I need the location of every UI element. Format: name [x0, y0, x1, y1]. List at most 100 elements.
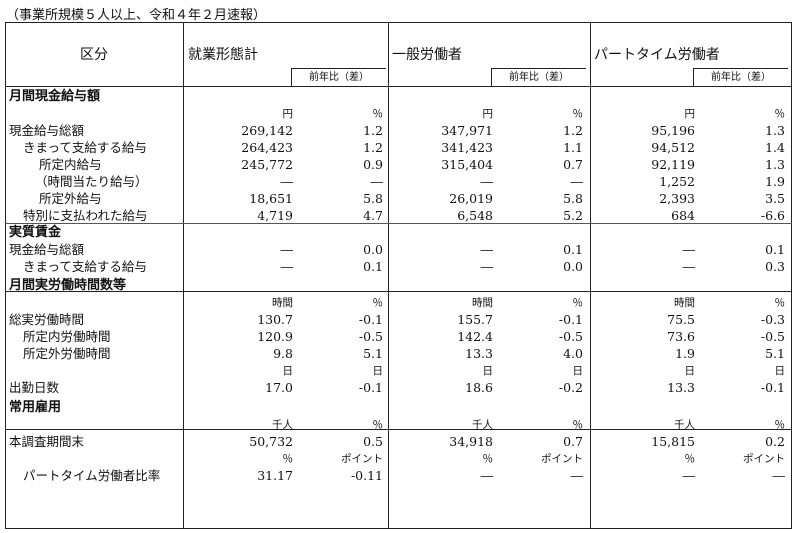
unit-row: ％ ポイント ％ ポイント ％ ポイント [5, 450, 792, 468]
value-cell: -0.2 [558, 380, 583, 395]
row-label: きまって支給する給与 [23, 259, 147, 274]
header-rule [5, 86, 792, 87]
value-cell: 1.2 [363, 123, 383, 138]
value-cell: 0.1 [563, 242, 583, 257]
table-row: きまって支給する給与 264,423 1.2 341,423 1.1 94,512 1.4 [5, 139, 792, 157]
table-row: 総実労働時間 130.7 -0.1 155.7 -0.1 75.5 -0.3 [5, 311, 792, 329]
unit-cell: 千人 [674, 419, 695, 431]
value-cell: ― [682, 468, 696, 483]
unit-cell: ％ [684, 453, 696, 465]
unit-cell: ポイント [743, 453, 785, 465]
row-label: 所定外労働時間 [23, 346, 111, 361]
unit-cell: ％ [572, 419, 584, 431]
unit-row: 千人 ％ 千人 ％ 千人 ％ [5, 416, 792, 434]
value-cell: 50,732 [249, 434, 293, 449]
value-cell: 684 [671, 208, 695, 223]
value-cell: 18.6 [465, 380, 493, 395]
row-label: パートタイム労働者比率 [23, 468, 161, 483]
value-cell: 0.1 [765, 242, 785, 257]
value-cell: 0.9 [363, 157, 383, 172]
header-all-workers: 就業形態計 [188, 47, 258, 63]
row-label: 所定内労働時間 [23, 329, 111, 344]
table-row: 所定外給与 18,651 5.8 26,019 5.8 2,393 3.5 [5, 190, 792, 208]
value-cell: 0.0 [563, 259, 583, 274]
header-change-part-time: 前年比（差） [693, 68, 788, 86]
value-cell: 1.4 [765, 140, 785, 155]
unit-cell: 日 [774, 365, 786, 377]
table-row: 現金給与総額 ― 0.0 ― 0.1 ― 0.1 [5, 241, 792, 259]
value-cell: -6.6 [760, 208, 785, 223]
header-category: 区分 [80, 47, 108, 63]
value-cell: ― [682, 242, 696, 257]
table-row: 出勤日数 17.0 -0.1 18.6 -0.2 13.3 -0.1 [5, 379, 792, 397]
value-cell: ― [280, 242, 294, 257]
unit-cell: ％ [482, 453, 494, 465]
value-cell: 1.1 [563, 140, 583, 155]
value-cell: 5.1 [363, 346, 383, 361]
value-cell: 341,423 [441, 140, 493, 155]
value-cell: 0.0 [363, 242, 383, 257]
row-label: 本調査期間末 [9, 434, 85, 449]
value-cell: 0.2 [765, 434, 785, 449]
table-row: 特別に支払われた給与 4,719 4.7 6,548 5.2 684 -6.6 [5, 207, 792, 225]
value-cell: 31.17 [257, 468, 293, 483]
value-cell: ― [570, 468, 584, 483]
unit-cell: 時間 [674, 297, 695, 309]
table-row: 現金給与総額 269,142 1.2 347,971 1.2 95,196 1.3 [5, 122, 792, 140]
column-divider [388, 22, 389, 529]
value-cell: 1.2 [563, 123, 583, 138]
unit-cell: 日 [684, 365, 696, 377]
value-cell: 5.8 [563, 191, 583, 206]
unit-cell: 千人 [272, 419, 293, 431]
value-cell: 4.0 [563, 346, 583, 361]
value-cell: 5.1 [765, 346, 785, 361]
section-title: 月間現金給与額 [9, 89, 101, 104]
unit-cell: 円 [684, 108, 696, 120]
value-cell: ― [370, 174, 384, 189]
table-row: 本調査期間末 50,732 0.5 34,918 0.7 15,815 0.2 [5, 433, 792, 451]
value-cell: ― [772, 468, 786, 483]
row-label: 特別に支払われた給与 [23, 208, 148, 223]
statistics-table [5, 22, 792, 529]
value-cell: -0.1 [558, 312, 583, 327]
unit-cell: 時間 [472, 297, 493, 309]
unit-cell: 日 [482, 365, 494, 377]
value-cell: 4.7 [363, 208, 383, 223]
unit-row: 日日日日日日 [5, 362, 792, 380]
unit-row: 円 ％ 円 ％ 円 ％ [5, 105, 792, 123]
value-cell: 26,019 [449, 191, 493, 206]
value-cell: 15,815 [651, 434, 695, 449]
row-label: 所定内給与 [39, 157, 102, 172]
value-cell: 92,119 [651, 157, 695, 172]
value-cell: -0.11 [350, 468, 383, 483]
value-cell: ― [480, 259, 494, 274]
header-general-workers: 一般労働者 [392, 47, 462, 63]
section-row: 常用雇用 [5, 399, 792, 417]
value-cell: 347,971 [441, 123, 493, 138]
unit-cell: ポイント [341, 453, 383, 465]
unit-cell: 円 [282, 108, 294, 120]
header-change-general: 前年比（差） [491, 68, 586, 86]
value-cell: 0.7 [563, 157, 583, 172]
value-cell: 0.3 [765, 259, 785, 274]
unit-row: 時間 ％ 時間 ％ 時間 ％ [5, 294, 792, 312]
value-cell: 9.8 [273, 346, 293, 361]
table-row: パートタイム労働者比率 31.17 -0.11 ― ― ― ― [5, 467, 792, 485]
unit-cell: 時間 [272, 297, 293, 309]
header-part-time-workers: パートタイム労働者 [594, 47, 720, 63]
section-title: 実質賃金 [9, 225, 62, 240]
section-row: 実質賃金 [5, 224, 792, 242]
value-cell: 18,651 [249, 191, 293, 206]
value-cell: 13.3 [667, 380, 695, 395]
table-caption: （事業所規模５人以上、令和４年２月速報） [6, 8, 267, 23]
value-cell: 75.5 [667, 312, 695, 327]
row-label: きまって支給する給与 [23, 140, 147, 155]
table-row: 所定外労働時間 9.8 5.1 13.3 4.0 1.9 5.1 [5, 345, 792, 363]
unit-cell: 日 [572, 365, 584, 377]
value-cell: ― [480, 242, 494, 257]
value-cell: -0.1 [358, 312, 383, 327]
unit-cell: ％ [572, 108, 584, 120]
section-row: 月間現金給与額 [5, 88, 792, 106]
unit-cell: ％ [372, 108, 384, 120]
value-cell: -0.1 [358, 380, 383, 395]
